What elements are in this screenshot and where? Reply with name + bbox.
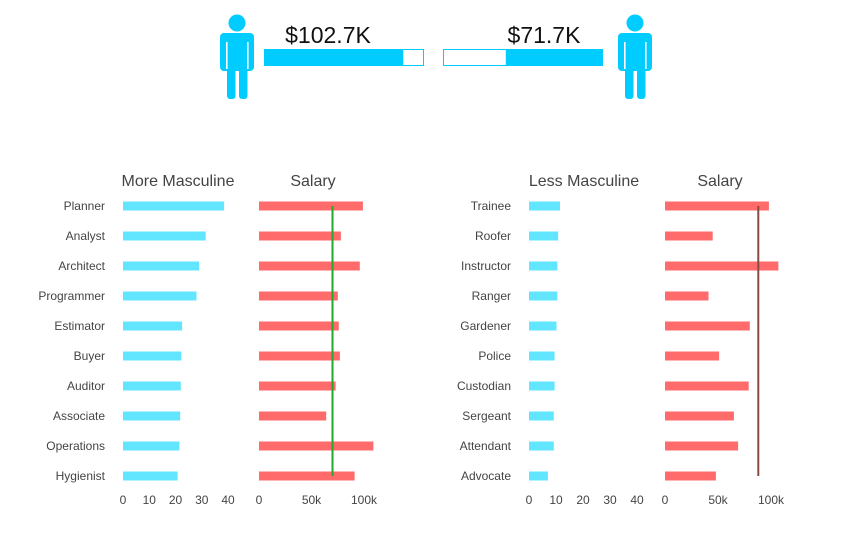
x-tick-label: 0 — [662, 493, 669, 507]
category-label: Ranger — [472, 289, 511, 303]
bar — [665, 471, 716, 481]
category-label: Hygienist — [56, 469, 106, 483]
bar — [123, 201, 225, 211]
category-label: Buyer — [74, 349, 105, 363]
x-tick-label: 50k — [708, 493, 728, 507]
x-tick-label: 40 — [630, 493, 644, 507]
bar — [665, 381, 749, 391]
category-label: Auditor — [67, 379, 105, 393]
category-label: Trainee — [471, 199, 512, 213]
bar — [259, 381, 336, 391]
person-icon-left — [220, 14, 254, 99]
x-tick-label: 0 — [120, 493, 127, 507]
x-tick-label: 10 — [143, 493, 157, 507]
category-label: Attendant — [460, 439, 512, 453]
bar — [529, 261, 558, 271]
panel-less-masculine: Less Masculine Trainee Roofer Instructor Ran… — [457, 173, 644, 507]
bar — [529, 321, 557, 331]
bar — [123, 231, 206, 241]
x-tick-label: 20 — [576, 493, 590, 507]
bar — [123, 261, 200, 271]
summary-bar-left-fill — [264, 49, 404, 66]
summary-header: $102.7K $71.7K — [220, 14, 652, 99]
category-label: Programmer — [38, 289, 105, 303]
bar — [123, 381, 181, 391]
bar — [123, 321, 183, 331]
bar — [529, 441, 554, 451]
summary-bar-right-fill — [505, 49, 603, 66]
avg-salary-more-masculine: $102.7K — [285, 22, 371, 48]
bar — [259, 411, 327, 421]
bar — [123, 411, 181, 421]
category-label: Advocate — [461, 469, 511, 483]
panel-title: More Masculine — [122, 173, 235, 190]
panel-title: Less Masculine — [529, 173, 639, 190]
bar — [529, 351, 555, 361]
bar — [259, 321, 339, 331]
bar — [259, 351, 340, 361]
bar — [259, 291, 338, 301]
category-label: Police — [478, 349, 511, 363]
bar — [123, 291, 197, 301]
category-label: Estimator — [54, 319, 105, 333]
panel-title: Salary — [697, 173, 742, 190]
x-tick-label: 100k — [758, 493, 785, 507]
avg-salary-less-masculine: $71.7K — [508, 22, 582, 48]
panel-salary-right: Salary 0 50k 100k — [662, 173, 785, 507]
bar — [529, 381, 555, 391]
bar — [123, 441, 180, 451]
bar — [665, 231, 713, 241]
bar — [665, 411, 734, 421]
category-label: Operations — [46, 439, 105, 453]
bar — [529, 411, 554, 421]
bar — [123, 471, 178, 481]
x-tick-label: 40 — [221, 493, 235, 507]
person-icon-right — [618, 14, 652, 99]
bar — [259, 231, 341, 241]
panel-title: Salary — [290, 173, 335, 190]
panel-more-masculine: More Masculine Planner Analyst Architect Pro… — [38, 173, 235, 507]
bar — [259, 261, 360, 271]
bar — [123, 351, 182, 361]
bar — [665, 441, 739, 451]
category-label: Roofer — [475, 229, 511, 243]
category-label: Custodian — [457, 379, 511, 393]
bar — [665, 351, 720, 361]
category-label: Architect — [58, 259, 105, 273]
bar — [665, 201, 769, 211]
bar — [665, 291, 709, 301]
bar — [259, 471, 355, 481]
bar — [259, 441, 374, 451]
bar — [529, 231, 559, 241]
x-tick-label: 30 — [603, 493, 617, 507]
x-tick-label: 20 — [169, 493, 183, 507]
category-label: Associate — [53, 409, 105, 423]
bar — [259, 201, 363, 211]
x-tick-label: 0 — [256, 493, 263, 507]
bar — [529, 201, 560, 211]
category-label: Analyst — [66, 229, 106, 243]
bar — [529, 291, 558, 301]
x-tick-label: 30 — [195, 493, 209, 507]
x-tick-label: 10 — [549, 493, 563, 507]
x-tick-label: 0 — [526, 493, 533, 507]
bar — [529, 471, 548, 481]
category-label: Gardener — [460, 319, 511, 333]
bar — [665, 321, 750, 331]
category-label: Planner — [64, 199, 105, 213]
panel-salary-left: Salary 0 50k 100k — [256, 173, 378, 507]
bar — [665, 261, 779, 271]
category-label: Instructor — [461, 259, 511, 273]
x-tick-label: 50k — [302, 493, 322, 507]
category-label: Sergeant — [462, 409, 511, 423]
x-tick-label: 100k — [351, 493, 378, 507]
